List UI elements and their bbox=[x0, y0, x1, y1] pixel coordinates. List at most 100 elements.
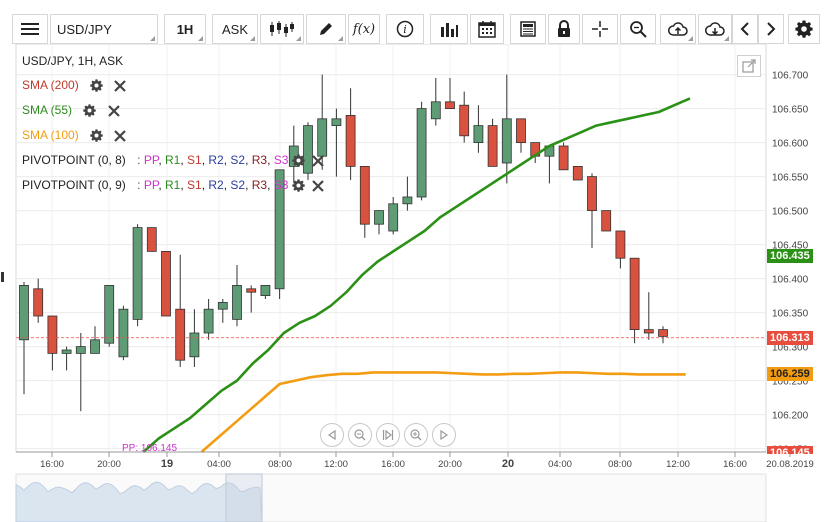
candle-down bbox=[558, 145, 569, 171]
legend-sma200-label: SMA (200) bbox=[22, 78, 79, 92]
crosshair-button[interactable] bbox=[582, 14, 618, 44]
pp-line-label: PP: 106.145 bbox=[122, 443, 178, 452]
nav-forward-button[interactable] bbox=[432, 423, 456, 447]
candle bbox=[544, 145, 555, 184]
legend-sma55: SMA (55) bbox=[22, 103, 120, 118]
x-tick-label: 20:00 bbox=[438, 459, 462, 470]
price-chart[interactable]: 106.700 106.650 106.600 106.550 106.500 106.4… bbox=[0, 44, 824, 522]
candle bbox=[146, 227, 157, 252]
close-icon[interactable] bbox=[114, 130, 127, 142]
candle bbox=[75, 333, 86, 412]
y-tick-label: 106.550 bbox=[772, 173, 809, 184]
close-icon[interactable] bbox=[107, 105, 120, 117]
price-type-select[interactable]: ASK bbox=[212, 14, 258, 44]
candle bbox=[658, 326, 668, 344]
pivot-level-s2: S2 bbox=[230, 178, 246, 192]
x-tick-label: 20.08.2019 bbox=[766, 459, 814, 470]
x-tick-label: 08:00 bbox=[608, 459, 632, 470]
gear-icon[interactable] bbox=[90, 129, 103, 143]
candle-up bbox=[473, 125, 484, 143]
sma100-price-tag: 106.259 bbox=[767, 367, 813, 381]
candle-down bbox=[615, 230, 626, 259]
navigator-window bbox=[225, 473, 263, 522]
candle bbox=[260, 284, 271, 299]
crosshair-icon bbox=[592, 21, 608, 37]
candle bbox=[189, 309, 200, 367]
pivot-level-r1: R1 bbox=[164, 178, 181, 192]
gear-icon[interactable] bbox=[90, 79, 103, 93]
candle-down bbox=[161, 250, 171, 317]
zoom-button[interactable] bbox=[620, 14, 656, 44]
draw-tool-button[interactable] bbox=[306, 14, 346, 44]
bar-chart-icon bbox=[441, 23, 458, 37]
candle-up bbox=[388, 203, 399, 232]
zoom-out-icon bbox=[354, 429, 366, 441]
candle bbox=[132, 224, 143, 327]
calendar-button[interactable] bbox=[470, 14, 504, 44]
legend-pivot-0-8: PIVOTPOINT (0, 8) : PP, R1, S1, R2, S2, … bbox=[22, 153, 324, 168]
candle bbox=[430, 78, 441, 126]
dropdown-corner-icon bbox=[296, 36, 301, 41]
gear-icon[interactable] bbox=[292, 179, 305, 193]
candle-up bbox=[61, 349, 72, 354]
indicators-button[interactable]: f(x) bbox=[348, 14, 380, 44]
nav-zoom-out-button[interactable] bbox=[348, 423, 372, 447]
scroll-right-button[interactable] bbox=[758, 14, 784, 44]
pivot-level-s1: S1 bbox=[187, 178, 202, 192]
upload-button[interactable] bbox=[660, 14, 696, 44]
candle bbox=[47, 315, 58, 371]
candle bbox=[104, 284, 115, 347]
candle bbox=[445, 78, 455, 109]
candle bbox=[61, 346, 72, 371]
candle bbox=[90, 326, 100, 354]
navigator-area bbox=[15, 473, 767, 522]
gear-icon[interactable] bbox=[292, 154, 305, 168]
volume-button[interactable] bbox=[430, 14, 468, 44]
candle-down bbox=[33, 288, 44, 317]
lock-button[interactable] bbox=[548, 14, 580, 44]
current-price-tag: 106.313 bbox=[767, 331, 813, 345]
info-button[interactable]: i bbox=[386, 14, 424, 44]
candle-down bbox=[587, 176, 597, 212]
info-icon: i bbox=[396, 20, 414, 38]
candle-up bbox=[118, 308, 129, 358]
download-button[interactable] bbox=[698, 14, 732, 44]
candle-down bbox=[359, 166, 370, 225]
svg-text:i: i bbox=[403, 23, 407, 36]
pivot-level-s2: S2 bbox=[230, 153, 246, 167]
menu-button[interactable] bbox=[12, 14, 48, 44]
candle bbox=[587, 173, 597, 248]
x-tick-label: 12:00 bbox=[324, 459, 348, 470]
pivot-price-tag: 106.145 bbox=[767, 446, 813, 454]
nav-back-button[interactable] bbox=[320, 423, 344, 447]
sma100-line bbox=[200, 371, 686, 453]
symbol-select[interactable]: USD/JPY bbox=[50, 14, 158, 44]
pivot-level-pp: PP bbox=[143, 153, 159, 167]
legend-pivot-0-9: PIVOTPOINT (0, 9) : PP, R1, S1, R2, S2, … bbox=[22, 178, 324, 193]
close-icon[interactable] bbox=[312, 180, 324, 192]
candle bbox=[601, 210, 612, 232]
close-icon[interactable] bbox=[114, 80, 127, 92]
candle bbox=[487, 118, 498, 167]
nav-zoom-in-button[interactable] bbox=[404, 423, 428, 447]
maximize-button[interactable] bbox=[737, 55, 761, 77]
gear-icon[interactable] bbox=[83, 104, 97, 118]
candle-down bbox=[601, 210, 612, 232]
chart-type-button[interactable] bbox=[260, 14, 304, 44]
news-button[interactable] bbox=[510, 14, 546, 44]
gear-icon bbox=[795, 20, 813, 38]
scroll-left-button[interactable] bbox=[732, 14, 758, 44]
sma55-price-tag: 106.435 bbox=[767, 249, 813, 263]
zoom-in-icon bbox=[410, 429, 422, 441]
timeframe-select[interactable]: 1H bbox=[164, 14, 206, 44]
y-tick-label: 106.600 bbox=[772, 139, 809, 150]
chart-title: USD/JPY, 1H, ASK bbox=[22, 54, 124, 68]
candle bbox=[161, 250, 171, 317]
candle bbox=[118, 305, 129, 361]
close-icon[interactable] bbox=[312, 155, 324, 167]
settings-button[interactable] bbox=[788, 14, 820, 44]
y-tick-label: 106.650 bbox=[772, 105, 809, 116]
nav-reset-button[interactable] bbox=[376, 423, 400, 447]
legend-sma100-label: SMA (100) bbox=[22, 128, 79, 142]
chart-grid bbox=[15, 44, 767, 453]
